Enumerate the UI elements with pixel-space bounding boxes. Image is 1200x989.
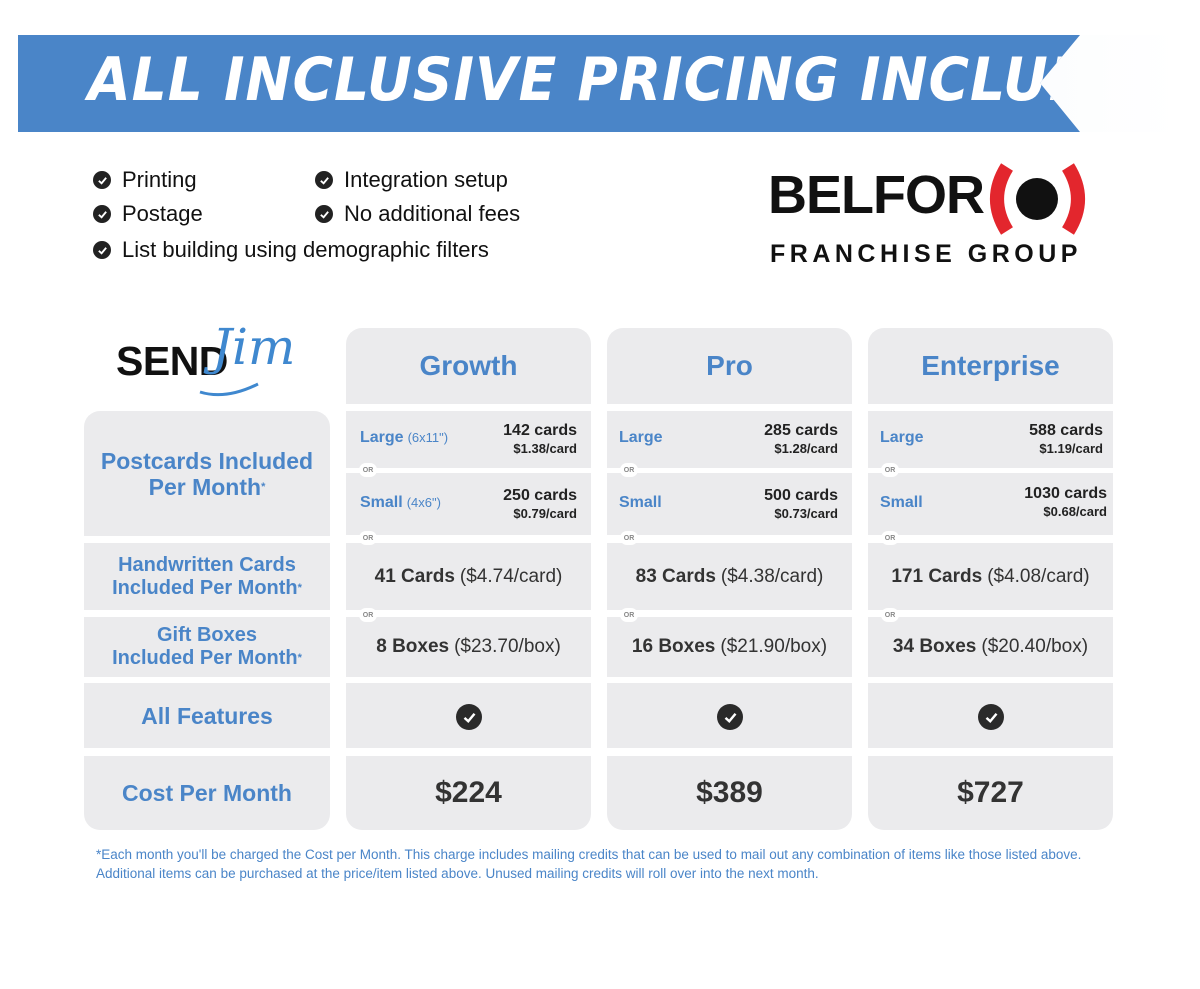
- footnote: *Each month you'll be charged the Cost p…: [96, 847, 1082, 881]
- check-icon: [456, 704, 482, 730]
- pro-cost: $389: [607, 756, 852, 830]
- row-label-handwritten: Handwritten Cards Included Per Month*: [84, 543, 330, 610]
- row-label-gift-boxes: Gift Boxes Included Per Month*: [84, 617, 330, 677]
- banner-blue-band: ALL INCLUSIVE PRICING INCLUDES:: [18, 35, 1080, 132]
- or-badge: OR: [359, 531, 377, 545]
- plan-header-pro: Pro: [607, 328, 852, 404]
- pro-postcard-large: Large 285 cards $1.28/card: [607, 411, 852, 468]
- include-item-list-building: List building using demographic filters: [93, 237, 489, 263]
- belfor-franchise-group: FRANCHISE GROUP: [770, 240, 1082, 268]
- include-label: List building using demographic filters: [122, 237, 489, 262]
- postcard-size-label: Large: [619, 429, 663, 446]
- or-badge: OR: [881, 608, 899, 622]
- row-label-line: Gift Boxes: [156, 624, 258, 646]
- pro-handwritten: 83 Cards ($4.38/card): [607, 543, 852, 610]
- pro-features: [607, 683, 852, 748]
- or-badge: OR: [620, 608, 638, 622]
- asterisk: *: [297, 652, 302, 664]
- enterprise-handwritten: 171 Cards ($4.08/card): [868, 543, 1113, 610]
- postcard-count: 500 cards $0.73/card: [764, 487, 838, 521]
- postcard-count: 285 cards $1.28/card: [764, 422, 838, 456]
- include-item-integration: Integration setup: [315, 167, 508, 193]
- check-icon: [315, 205, 333, 223]
- row-label-line: Postcards Included: [100, 447, 314, 474]
- check-icon: [717, 704, 743, 730]
- postcard-count: 588 cards $1.19/card: [1029, 422, 1103, 456]
- sendjim-swash-icon: [199, 382, 259, 397]
- postcard-size-label: Small: [880, 494, 923, 511]
- banner-title: ALL INCLUSIVE PRICING INCLUDES:: [88, 45, 1198, 115]
- include-label: No additional fees: [344, 201, 521, 226]
- postcard-size-label: Small: [619, 494, 662, 511]
- include-label: Printing: [122, 167, 197, 192]
- postcard-price: $1.28/card: [774, 441, 838, 456]
- postcard-price: $0.68/card: [1043, 504, 1107, 519]
- enterprise-postcard-large: Large 588 cards $1.19/card: [868, 411, 1113, 468]
- row-label-line: Included Per Month: [112, 647, 298, 669]
- row-label-line: Per Month: [148, 473, 262, 500]
- pro-gift-boxes: 16 Boxes ($21.90/box): [607, 617, 852, 677]
- growth-features: [346, 683, 591, 748]
- plan-header-enterprise: Enterprise: [868, 328, 1113, 404]
- or-badge: OR: [881, 531, 899, 545]
- include-item-printing: Printing: [93, 167, 197, 193]
- or-badge: OR: [620, 463, 638, 477]
- row-label-line: Included Per Month: [112, 576, 298, 599]
- or-badge: OR: [359, 608, 377, 622]
- postcard-size-label: Large (6x11"): [360, 429, 449, 446]
- asterisk: *: [261, 480, 266, 493]
- pro-postcard-small: Small 500 cards $0.73/card: [607, 473, 852, 535]
- or-badge: OR: [359, 463, 377, 477]
- postcard-count: 1030 cards $0.68/card: [1024, 485, 1107, 519]
- row-label-all-features: All Features: [84, 683, 330, 748]
- check-icon: [93, 241, 111, 259]
- postcard-size-label: Large: [880, 429, 924, 446]
- enterprise-postcard-small: Small 1030 cards $0.68/card: [868, 473, 1113, 535]
- or-badge: OR: [881, 463, 899, 477]
- plan-header-growth: Growth: [346, 328, 591, 404]
- row-label-line: Handwritten Cards: [118, 553, 296, 576]
- asterisk: *: [297, 581, 302, 594]
- belfor-mark-icon: [990, 163, 1085, 235]
- growth-gift-boxes: 8 Boxes ($23.70/box): [346, 617, 591, 677]
- check-icon: [315, 171, 333, 189]
- include-item-no-fees: No additional fees: [315, 201, 520, 227]
- enterprise-gift-boxes: 34 Boxes ($20.40/box): [868, 617, 1113, 677]
- include-label: Postage: [122, 201, 203, 226]
- growth-handwritten: 41 Cards ($4.74/card): [346, 543, 591, 610]
- or-badge: OR: [620, 531, 638, 545]
- postcard-price: $1.38/card: [513, 441, 577, 456]
- postcard-count: 250 cards $0.79/card: [503, 487, 577, 521]
- postcard-count: 142 cards $1.38/card: [503, 422, 577, 456]
- postcard-dimension: (4x6"): [406, 495, 441, 510]
- postcard-price: $1.19/card: [1039, 441, 1103, 456]
- growth-postcard-large: Large (6x11") 142 cards $1.38/card: [346, 411, 591, 468]
- postcard-size-label: Small (4x6"): [360, 494, 441, 511]
- postcard-price: $0.79/card: [513, 506, 577, 521]
- include-item-postage: Postage: [93, 201, 203, 227]
- check-icon: [93, 171, 111, 189]
- check-icon: [978, 704, 1004, 730]
- growth-cost: $224: [346, 756, 591, 830]
- row-label-postcards: Postcards Included Per Month*: [84, 411, 330, 536]
- belfor-logo-text: BELFOR: [768, 165, 985, 225]
- header-banner: ALL INCLUSIVE PRICING INCLUDES:: [18, 35, 1182, 132]
- postcard-price: $0.73/card: [774, 506, 838, 521]
- postcard-dimension: (6x11"): [407, 430, 449, 445]
- enterprise-features: [868, 683, 1113, 748]
- sendjim-logo-send: SEND: [116, 338, 228, 384]
- growth-postcard-small: Small (4x6") 250 cards $0.79/card: [346, 473, 591, 535]
- enterprise-cost: $727: [868, 756, 1113, 830]
- row-label-cost: Cost Per Month: [84, 756, 330, 830]
- sendjim-logo-jim: Jim: [212, 318, 296, 376]
- include-label: Integration setup: [344, 167, 508, 192]
- check-icon: [93, 205, 111, 223]
